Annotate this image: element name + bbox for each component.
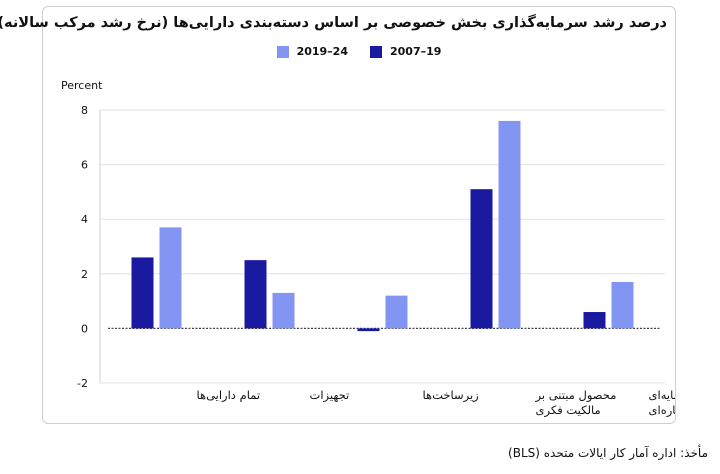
bar: [244, 260, 267, 329]
y-tick-label: 0: [81, 322, 88, 335]
bar: [272, 292, 295, 329]
x-tick-label: مالکیت فکری: [536, 403, 601, 418]
legend-item-series-2: 2019–24: [276, 45, 348, 58]
bar: [357, 328, 380, 332]
x-tick-label: تمام دارایی‌ها: [197, 388, 261, 403]
chart-title: درصد رشد سرمایه‌گذاری بخش خصوصی بر اساس …: [0, 15, 667, 31]
legend-label-series-2: 2019–24: [296, 45, 348, 58]
bar: [611, 281, 634, 329]
bar: [385, 295, 408, 329]
bar: [159, 227, 182, 329]
bar: [131, 257, 154, 329]
y-axis-unit-label: Percent: [61, 79, 103, 92]
x-tick-label: مسکونی اجاره‌ای: [649, 403, 676, 418]
legend-item-series-1: 2007–19: [370, 45, 441, 58]
y-tick-label: -2: [77, 377, 88, 390]
legend-swatch-series-1: [370, 45, 382, 58]
bar: [498, 120, 521, 329]
y-tick-label: 6: [81, 159, 88, 172]
bar: [583, 312, 606, 329]
chart-card: درصد رشد سرمایه‌گذاری بخش خصوصی بر اساس …: [0, 6, 676, 424]
plot-area: -2 0 2 4 6 8 تمام دارایی‌ها تجهیزات زیرساخت‌ها مح…: [77, 104, 676, 418]
x-tick-label: دارایی سرمایه‌ای: [649, 388, 676, 403]
y-tick-label: 2: [81, 268, 88, 281]
x-tick-label: زیرساخت‌ها: [423, 388, 479, 403]
x-tick-label: تجهیزات: [310, 388, 350, 403]
source-note: مأخذ: اداره آمار کار ایالات متحده (BLS): [508, 446, 708, 460]
legend-swatch-series-2: [276, 45, 289, 58]
y-tick-label: 8: [81, 104, 88, 117]
x-tick-label: محصول مبتنی بر: [535, 388, 617, 403]
legend: 2019–24 2007–19: [43, 45, 675, 58]
y-tick-label: 4: [81, 213, 88, 226]
legend-label-series-1: 2007–19: [390, 45, 442, 58]
bar: [470, 189, 493, 329]
